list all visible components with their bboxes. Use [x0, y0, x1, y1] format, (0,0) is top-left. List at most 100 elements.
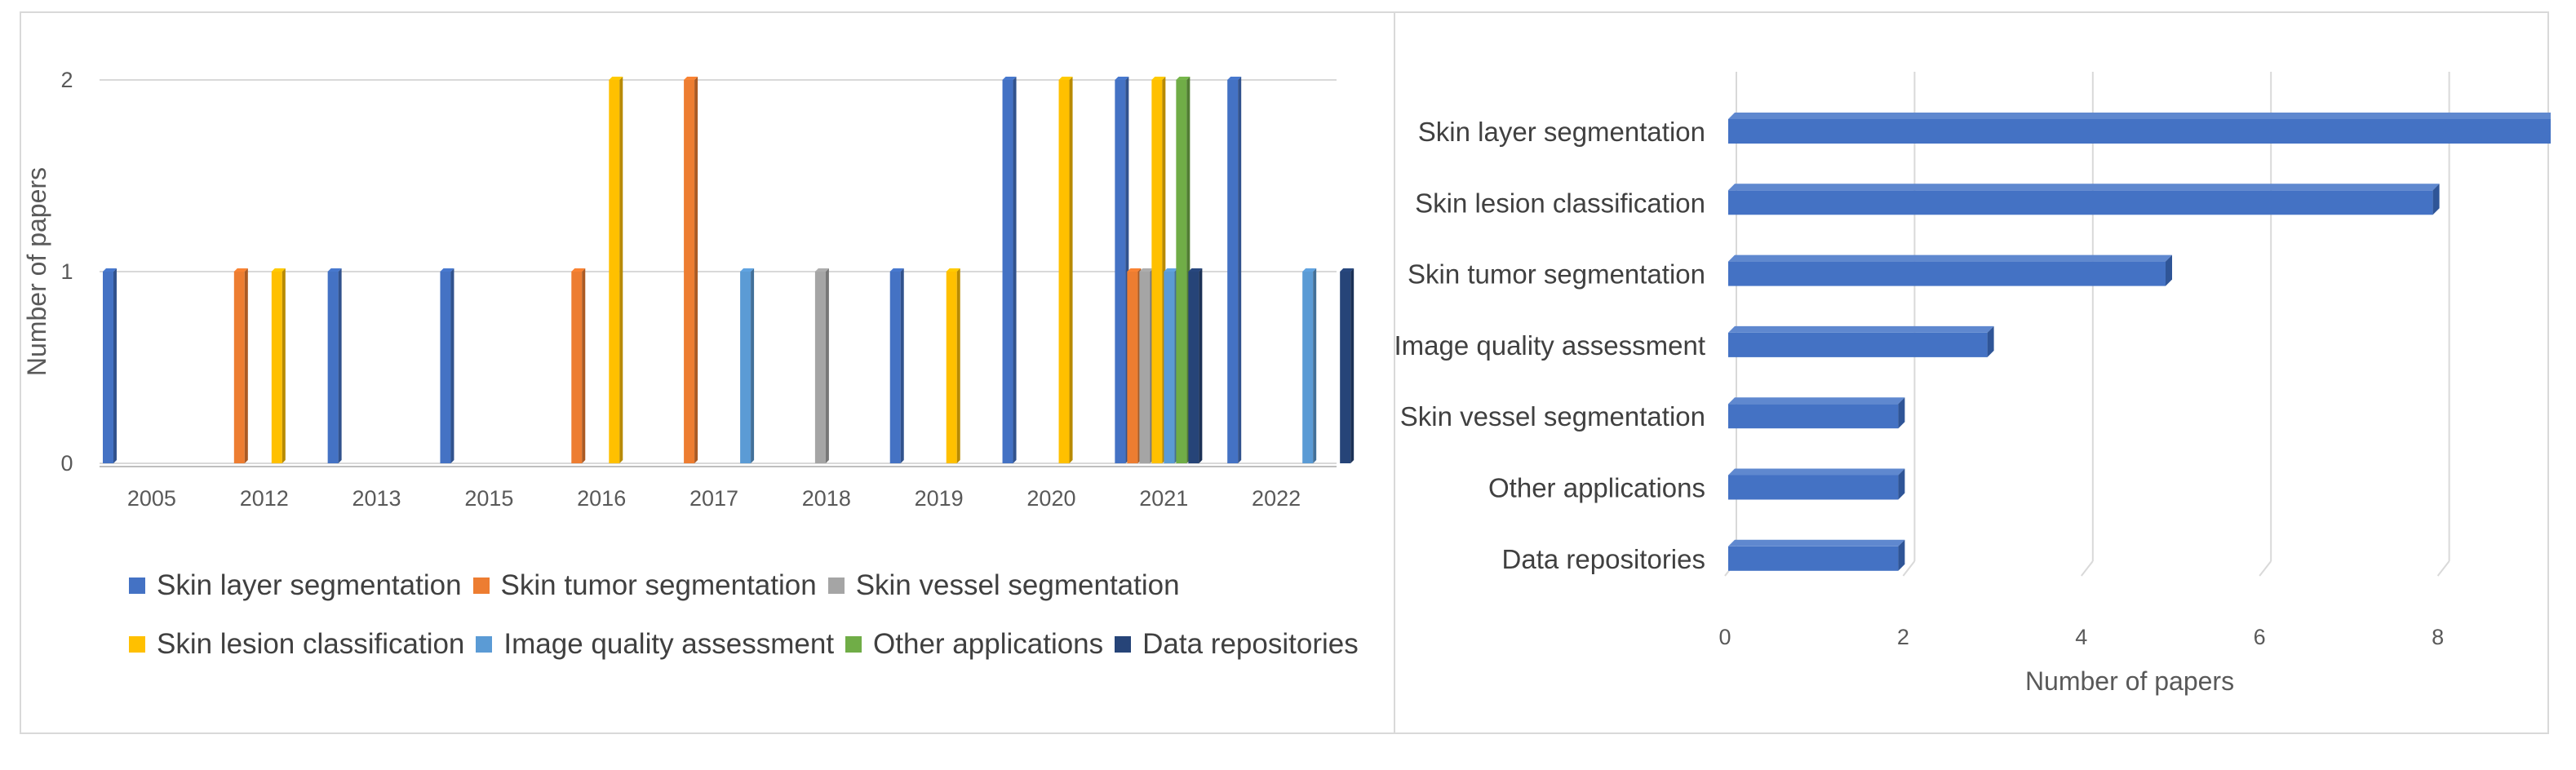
bar-top	[1151, 77, 1166, 80]
bar-series	[1728, 113, 2551, 571]
bar-face	[1728, 546, 1899, 571]
bar-2018-3	[814, 268, 829, 463]
bar-2021-3	[1139, 268, 1154, 463]
gridline-floor	[1902, 560, 1916, 577]
x-tick-label: 2018	[802, 486, 851, 511]
bar-top	[1127, 268, 1142, 272]
bar-top	[1728, 468, 1905, 476]
bar-side	[2432, 184, 2440, 215]
category-label: Data repositories	[1502, 544, 1705, 574]
bar-top	[233, 268, 248, 272]
legend-swatch	[827, 578, 845, 594]
bar-top	[609, 77, 623, 80]
bar-side	[956, 268, 960, 463]
bar-top	[1058, 77, 1073, 80]
bar-2021-6	[1176, 77, 1190, 463]
bar-top	[684, 77, 698, 80]
legend-item: Skin layer segmentation	[129, 556, 462, 615]
bar-top	[571, 268, 586, 272]
legend-item: Skin vessel segmentation	[827, 556, 1180, 615]
x-tick-label: 2012	[240, 486, 289, 511]
gridline-floor	[2259, 560, 2272, 577]
bar-face	[1728, 119, 2551, 144]
bar-face	[1115, 80, 1126, 463]
yearly-papers-chart: 0 1 2 Number of papers 2005 2012 2013 2015 2016 2…	[20, 11, 1395, 734]
bar-face	[1164, 272, 1175, 463]
category-label: Skin layer segmentation	[1418, 117, 1705, 147]
legend-label: Image quality assessment	[503, 628, 835, 660]
bar-face	[1176, 80, 1187, 463]
x-tick-label: 6	[2254, 625, 2266, 649]
x-tick-label: 2	[1897, 625, 1909, 649]
bar-top	[1728, 539, 1905, 547]
bar-2012-4	[271, 268, 286, 463]
bar-side	[582, 268, 586, 463]
bar-side	[1987, 325, 1994, 357]
bar-face	[1058, 80, 1070, 463]
legend-label: Skin vessel segmentation	[855, 569, 1180, 601]
x-tick-label: 2013	[352, 486, 401, 511]
gridline-floor	[2081, 560, 2094, 577]
bar-2019-4	[946, 268, 960, 463]
bar-side	[2166, 254, 2172, 286]
bar-2022-1	[1227, 77, 1242, 463]
legend-item: Other applications	[845, 615, 1103, 674]
bar-top	[1176, 77, 1190, 80]
bar-face	[271, 272, 282, 463]
bar-face	[1302, 272, 1314, 463]
legend-label: Skin tumor segmentation	[500, 569, 817, 601]
bar-side	[825, 268, 829, 463]
bar-side	[1313, 268, 1317, 463]
x-tick-label: 2022	[1252, 486, 1301, 511]
bar-7	[1728, 539, 1905, 571]
bar-side	[282, 268, 286, 463]
bar-face	[684, 80, 695, 463]
gridline-floor	[2436, 560, 2450, 577]
x-axis-title: Number of papers	[2025, 666, 2234, 696]
bar-side	[1898, 397, 1905, 429]
bar-side	[900, 268, 904, 463]
bar-top	[1728, 397, 1905, 405]
x-tick-label: 2019	[915, 486, 964, 511]
bar-side	[1898, 468, 1905, 500]
category-label: Skin lesion classification	[1415, 188, 1705, 218]
legend-item: Skin tumor segmentation	[472, 556, 817, 615]
bar-face	[1728, 475, 1899, 500]
legend-item: Image quality assessment	[476, 615, 834, 674]
bar-1	[1728, 113, 2551, 144]
category-label: Skin tumor segmentation	[1408, 259, 1705, 290]
legend-label: Skin lesion classification	[157, 628, 465, 660]
yearly-papers-plot: 0 1 2 Number of papers 2005 2012 2013 2015 2016 2…	[22, 68, 1355, 511]
bar-face	[1151, 80, 1163, 463]
bar-side	[619, 77, 623, 463]
bar-4	[1728, 325, 1994, 357]
bar-face	[440, 272, 451, 463]
bar-2022-5	[1302, 268, 1317, 463]
bar-face	[327, 272, 339, 463]
y-axis-title: Number of papers	[22, 167, 51, 376]
y-tick-label: 1	[60, 259, 73, 284]
bar-top	[440, 268, 454, 272]
bar-face	[740, 272, 752, 463]
bar-2022-7	[1340, 268, 1355, 463]
bar-side	[113, 268, 117, 463]
bar-side	[751, 268, 755, 463]
bar-face	[1227, 80, 1239, 463]
bar-face	[1002, 80, 1013, 463]
bar-face	[1340, 272, 1351, 463]
bar-face	[814, 272, 826, 463]
bar-2020-4	[1058, 77, 1073, 463]
bar-top	[271, 268, 286, 272]
y-tick-label: 2	[60, 68, 73, 92]
legend-label: Data repositories	[1142, 628, 1359, 660]
legend-swatch	[129, 578, 145, 594]
bar-face	[889, 272, 901, 463]
bar-side	[1350, 268, 1355, 463]
bar-face	[1728, 332, 1988, 357]
bar-face	[946, 272, 957, 463]
bar-2021-2	[1127, 268, 1142, 463]
bar-2012-2	[233, 268, 248, 463]
x-tick-label: 8	[2432, 625, 2444, 649]
